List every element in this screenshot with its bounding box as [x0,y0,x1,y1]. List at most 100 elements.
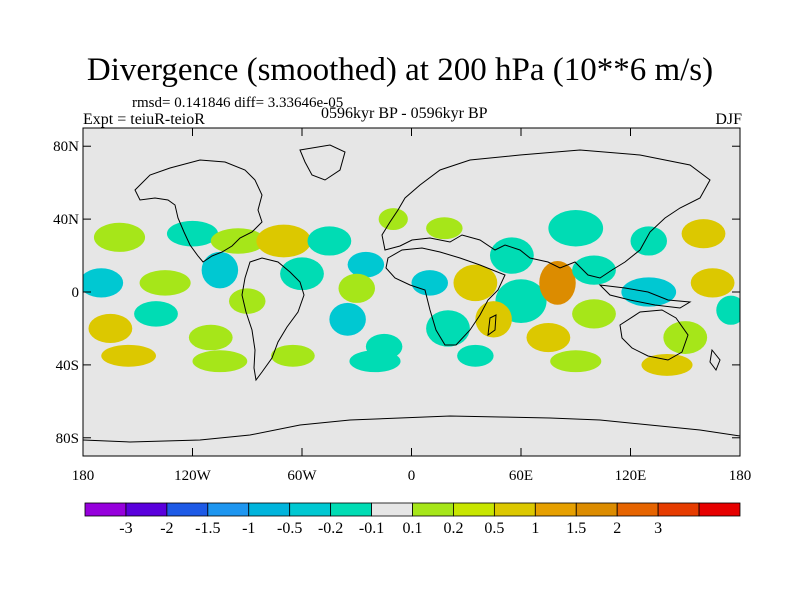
anomaly-blob [229,288,266,314]
coastline-australia [619,309,689,361]
anomaly-blob [572,299,616,329]
stats-line: rmsd= 0.141846 diff= 3.33646e-05 [132,95,344,111]
anomaly-blob [457,344,494,367]
lat-tick-label: 80S [56,431,79,447]
colorbar-label: -0.1 [359,520,384,537]
anomaly-blob [641,353,693,376]
anomaly-blob [329,302,366,336]
colorbar-label: 1.5 [566,520,586,537]
longitude-axis: 180 120W 60W 0 60E 120E 180 [72,128,752,484]
colorbar-swatch [207,502,250,517]
colorbar-label: 0.1 [403,520,423,537]
lon-tick-label: 60W [287,468,317,484]
lon-tick-label: 180 [72,468,95,484]
anomaly-blob [716,295,740,325]
colorbar-label: -3 [119,520,132,537]
anomaly-blob [134,301,178,327]
anomaly-blob [681,219,726,249]
colorbar-label: 0.2 [443,520,463,537]
colorbar-label: -0.5 [277,520,302,537]
lon-tick-label: 60E [509,468,533,484]
anomaly-blob [139,270,191,296]
lon-tick-label: 0 [408,468,416,484]
coastline-maritime-asia [598,284,692,309]
coastlines [83,144,740,443]
coastline-africa [385,247,506,346]
colorbar-swatch [412,502,454,517]
anomaly-blob [210,228,266,254]
anomaly-blob [349,350,401,373]
anomaly-blob [690,268,735,298]
colorbar-label: 3 [654,520,662,537]
anomaly-blob [188,324,233,351]
coastline-eurasia [381,149,711,279]
lat-tick-label: 40N [53,212,79,228]
colorbar-label: -1 [242,520,255,537]
anomaly-blob [426,310,470,347]
coastline-new-zealand [709,348,721,372]
anomaly-blob [378,208,408,231]
experiment-label: Expt = teiuR-teioR [83,111,205,128]
coastline-north-america [134,159,263,263]
anomaly-blob [256,224,312,258]
colorbar-label: -0.2 [318,520,343,537]
colorbar-swatch [371,502,413,517]
colorbar-swatch [330,502,372,517]
lat-tick-label: 80N [53,139,79,155]
anomaly-blob [526,322,571,353]
lon-tick-label: 120E [615,468,647,484]
anomaly-blob [572,255,616,285]
anomaly-blob [192,350,248,373]
colorbar-label: 0.5 [484,520,504,537]
lat-tick-label: 40S [56,358,79,374]
plot-title: Divergence (smoothed) at 200 hPa (10**6 … [86,52,714,88]
latitude-axis: 80N 40N 0 40S 80S [53,139,740,447]
colorbar-swatch [657,502,700,517]
anomaly-blob [93,222,146,252]
anomaly-blob [270,344,315,367]
anomaly-blob [489,237,534,274]
anomaly-blob [453,264,498,302]
anomaly-blob [101,344,156,367]
season-label: DJF [715,111,742,128]
coastline-south-america [241,257,305,382]
colorbar-swatch [493,502,536,517]
anomaly-blob [338,273,375,303]
anomaly-field [83,208,740,376]
colorbar-swatch [84,502,127,517]
anomaly-blob [83,268,124,298]
anomaly-blob [550,350,602,373]
anomaly-blob [307,226,352,256]
anomaly-blob [166,220,219,247]
colorbar-swatch [248,502,291,517]
coastline-madagascar [487,314,497,337]
colorbar: -3 -2 -1.5 -1 -0.5 -0.2 -0.1 0.1 0.2 0.5 1 1.5 2 3 [84,502,741,537]
coastline-greenland [299,144,346,181]
lon-tick-label: 120W [174,468,212,484]
colorbar-swatch [534,502,577,517]
anomaly-blob [347,251,385,278]
anomaly-blob [280,257,324,291]
colorbar-swatch [616,502,659,517]
anomaly-blob [539,261,576,305]
colorbar-swatch [166,502,209,517]
anomaly-blob [663,321,708,354]
colorbar-swatch [698,502,741,517]
colorbar-swatch [453,502,495,517]
colorbar-label: 2 [613,520,621,537]
anomaly-blob [426,217,463,240]
lon-tick-label: 180 [729,468,752,484]
anomaly-blob [475,301,512,338]
colorbar-label: -1.5 [195,520,220,537]
anomaly-blob [548,210,604,247]
anomaly-blob [411,270,448,296]
coastline-antarctica [83,415,740,443]
anomaly-blob [201,251,239,289]
anomaly-blob [88,313,133,344]
colorbar-swatch [125,502,168,517]
colorbar-swatch [289,502,332,517]
colorbar-label: 1 [531,520,539,537]
lat-tick-label: 0 [72,285,80,301]
colorbar-swatch [575,502,618,517]
